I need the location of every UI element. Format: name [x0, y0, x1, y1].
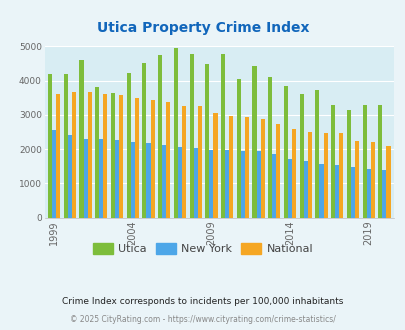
Bar: [189, 54, 193, 218]
Bar: [319, 164, 323, 218]
Bar: [146, 143, 150, 218]
Bar: [366, 169, 370, 218]
Bar: [166, 102, 170, 218]
Bar: [377, 105, 382, 218]
Bar: [111, 92, 115, 218]
Bar: [95, 87, 99, 218]
Bar: [256, 150, 260, 218]
Bar: [115, 140, 119, 218]
Bar: [267, 77, 272, 218]
Bar: [386, 146, 390, 218]
Bar: [64, 74, 68, 218]
Bar: [224, 150, 228, 218]
Bar: [382, 170, 386, 218]
Bar: [79, 60, 83, 218]
Bar: [158, 55, 162, 218]
Bar: [362, 105, 366, 218]
Bar: [150, 100, 154, 218]
Bar: [228, 116, 232, 218]
Bar: [330, 105, 335, 218]
Bar: [213, 114, 217, 218]
Bar: [197, 106, 201, 218]
Bar: [99, 139, 103, 218]
Bar: [220, 54, 224, 218]
Bar: [56, 94, 60, 218]
Bar: [83, 139, 87, 218]
Bar: [126, 73, 130, 218]
Bar: [240, 151, 244, 218]
Bar: [87, 91, 92, 218]
Bar: [177, 147, 181, 218]
Bar: [291, 129, 295, 218]
Text: Crime Index corresponds to incidents per 100,000 inhabitants: Crime Index corresponds to incidents per…: [62, 297, 343, 306]
Bar: [119, 95, 123, 218]
Bar: [72, 91, 76, 218]
Text: Utica Property Crime Index: Utica Property Crime Index: [96, 21, 309, 35]
Bar: [299, 94, 303, 218]
Bar: [181, 106, 185, 218]
Bar: [162, 146, 166, 218]
Text: © 2025 CityRating.com - https://www.cityrating.com/crime-statistics/: © 2025 CityRating.com - https://www.city…: [70, 315, 335, 324]
Bar: [287, 159, 291, 218]
Bar: [354, 141, 358, 218]
Legend: Utica, New York, National: Utica, New York, National: [88, 239, 317, 258]
Bar: [307, 132, 311, 218]
Bar: [370, 142, 374, 218]
Bar: [252, 66, 256, 218]
Bar: [173, 48, 177, 218]
Bar: [52, 130, 56, 218]
Bar: [244, 117, 248, 218]
Bar: [130, 142, 134, 218]
Bar: [236, 80, 240, 218]
Bar: [276, 124, 280, 218]
Bar: [323, 133, 327, 218]
Bar: [103, 94, 107, 218]
Bar: [283, 86, 287, 218]
Bar: [68, 135, 72, 218]
Bar: [303, 161, 307, 218]
Bar: [134, 98, 139, 218]
Bar: [193, 148, 197, 218]
Bar: [346, 110, 350, 218]
Bar: [272, 154, 276, 218]
Bar: [260, 119, 264, 218]
Bar: [142, 63, 146, 218]
Bar: [339, 133, 343, 218]
Bar: [209, 150, 213, 218]
Bar: [48, 74, 52, 218]
Bar: [335, 165, 339, 218]
Bar: [350, 167, 354, 218]
Bar: [205, 64, 209, 218]
Bar: [315, 90, 319, 218]
